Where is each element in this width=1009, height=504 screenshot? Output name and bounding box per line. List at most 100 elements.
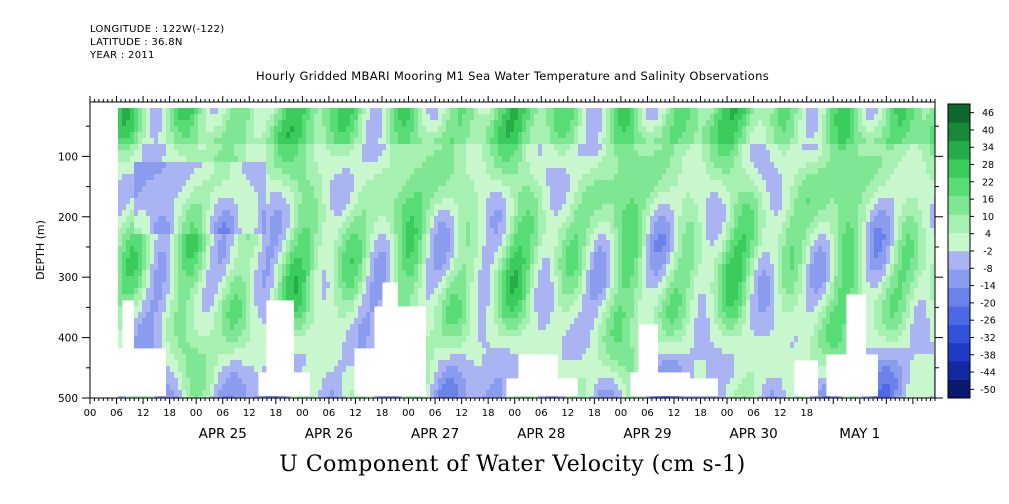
field-cell <box>298 144 303 151</box>
field-cell <box>254 318 259 325</box>
field-cell <box>250 156 255 163</box>
field-cell <box>422 276 427 283</box>
field-cell <box>406 114 411 121</box>
field-cell <box>514 294 519 301</box>
field-cell <box>562 282 567 289</box>
field-cell <box>310 342 315 349</box>
field-cell <box>346 258 351 265</box>
field-cell <box>270 396 275 398</box>
field-cell <box>146 228 151 235</box>
field-cell <box>242 336 247 343</box>
field-cell <box>482 324 487 331</box>
field-cell <box>550 186 555 193</box>
field-cell <box>330 252 335 259</box>
field-cell <box>242 156 247 163</box>
field-cell <box>238 192 243 199</box>
field-cell <box>182 366 187 373</box>
field-cell <box>470 264 475 271</box>
field-cell <box>486 108 491 115</box>
field-cell <box>142 204 147 211</box>
field-cell <box>494 306 499 313</box>
field-cell <box>142 246 147 253</box>
field-cell <box>254 180 259 187</box>
field-cell <box>466 396 471 398</box>
field-cell <box>238 288 243 295</box>
field-cell <box>354 306 359 313</box>
field-cell <box>322 360 327 367</box>
field-cell <box>558 126 563 133</box>
field-cell <box>490 174 495 181</box>
field-cell <box>534 234 539 241</box>
field-cell <box>346 216 351 223</box>
field-cell <box>446 126 451 133</box>
field-cell <box>554 300 559 307</box>
field-cell <box>118 168 123 175</box>
field-cell <box>182 132 187 139</box>
field-cell <box>458 210 463 217</box>
field-cell <box>410 150 415 157</box>
field-cell <box>242 252 247 259</box>
field-cell <box>158 150 163 157</box>
field-cell <box>314 330 319 337</box>
field-cell <box>510 312 515 319</box>
field-cell <box>234 282 239 289</box>
field-cell <box>238 300 243 307</box>
field-cell <box>406 294 411 301</box>
field-cell <box>422 150 427 157</box>
field-cell <box>210 156 215 163</box>
field-cell <box>146 162 151 169</box>
field-cell <box>494 138 499 145</box>
field-cell <box>222 168 227 175</box>
field-cell <box>326 132 331 139</box>
field-cell <box>166 318 171 325</box>
field-cell <box>466 210 471 217</box>
field-cell <box>226 162 231 169</box>
field-cell <box>438 168 443 175</box>
field-cell <box>134 306 139 313</box>
field-cell <box>374 150 379 157</box>
field-cell <box>138 318 143 325</box>
field-cell <box>446 378 451 385</box>
field-cell <box>486 192 491 199</box>
field-cell <box>454 348 459 355</box>
field-cell <box>294 228 299 235</box>
field-cell <box>338 306 343 313</box>
field-cell <box>326 174 331 181</box>
field-cell <box>298 120 303 127</box>
field-cell <box>450 246 455 253</box>
field-cell <box>286 288 291 295</box>
field-cell <box>182 348 187 355</box>
field-cell <box>234 156 239 163</box>
field-cell <box>338 378 343 385</box>
field-cell <box>234 336 239 343</box>
field-cell <box>294 150 299 157</box>
field-cell <box>494 324 499 331</box>
field-cell <box>542 180 547 187</box>
field-cell <box>166 150 171 157</box>
field-cell <box>250 132 255 139</box>
field-cell <box>290 234 295 241</box>
field-cell <box>386 276 391 283</box>
field-cell <box>494 132 499 139</box>
field-cell <box>458 156 463 163</box>
field-cell <box>474 126 479 133</box>
field-cell <box>342 228 347 235</box>
field-cell <box>538 240 543 247</box>
field-cell <box>498 270 503 277</box>
field-cell <box>150 156 155 163</box>
field-cell <box>154 276 159 283</box>
field-cell <box>174 318 179 325</box>
field-cell <box>330 180 335 187</box>
field-cell <box>470 378 475 385</box>
field-cell <box>342 192 347 199</box>
field-cell <box>186 132 191 139</box>
field-cell <box>186 348 191 355</box>
field-cell <box>470 204 475 211</box>
field-cell <box>494 354 499 361</box>
field-cell <box>422 216 427 223</box>
field-cell <box>238 354 243 361</box>
field-cell <box>310 180 315 187</box>
field-cell <box>438 186 443 193</box>
field-cell <box>134 114 139 121</box>
field-cell <box>234 288 239 295</box>
